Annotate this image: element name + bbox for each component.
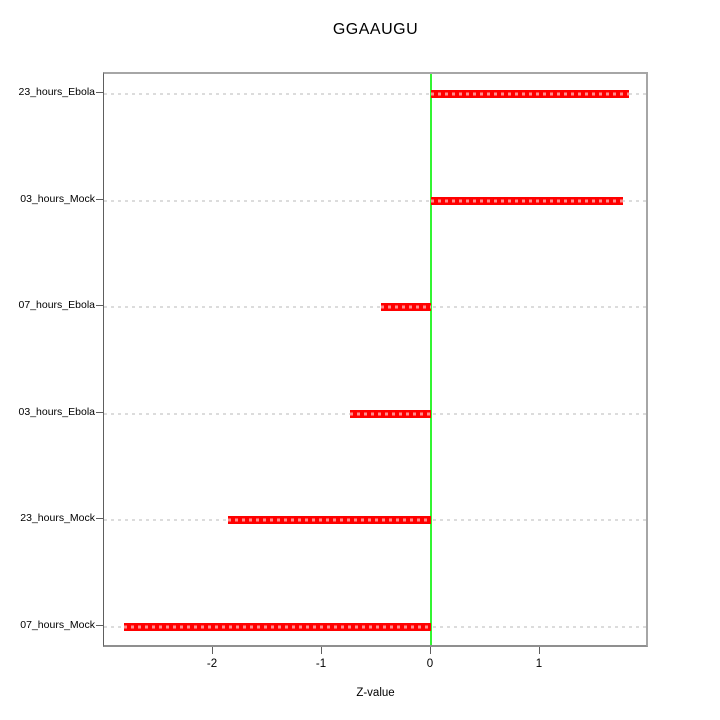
bar-dotted-overlay: [431, 199, 623, 202]
bar-dotted-overlay: [431, 92, 630, 96]
x-axis-tick: [538, 647, 540, 654]
x-axis-tick: [429, 647, 431, 654]
bar-dotted-overlay: [350, 412, 431, 415]
x-axis-tick-label: -1: [315, 658, 327, 670]
y-axis-label: 23_hours_Ebola: [18, 86, 95, 98]
bar-07_hours_Ebola: [380, 303, 431, 311]
y-axis-tick: [96, 305, 103, 306]
y-axis-tick: [96, 198, 103, 200]
y-axis-tick: [96, 624, 103, 626]
bar-07_hours_Mock: [123, 622, 431, 631]
gridline: [104, 199, 646, 202]
plot-area: [103, 72, 648, 647]
y-axis-label: 07_hours_Mock: [20, 618, 95, 631]
y-axis-tick: [96, 411, 103, 413]
bar-dotted-overlay: [380, 305, 431, 309]
zero-value-line: [430, 74, 432, 645]
y-axis-label: 23_hours_Mock: [20, 512, 95, 524]
bar-23_hours_Ebola: [431, 90, 630, 98]
x-axis-tick-label: 1: [535, 658, 543, 670]
x-axis-tick: [320, 647, 322, 654]
x-axis-title: Z-value: [356, 687, 395, 699]
gridline: [104, 306, 646, 308]
x-axis-tick-label: 0: [426, 658, 434, 670]
y-axis-tick: [96, 518, 103, 519]
y-axis-label: 07_hours_Ebola: [18, 299, 95, 311]
gridline: [104, 93, 646, 95]
x-axis-tick: [211, 647, 213, 654]
chart-title: GGAAUGU: [332, 21, 419, 38]
bar-03_hours_Mock: [431, 196, 623, 205]
bar-dotted-overlay: [123, 625, 431, 628]
x-axis-tick-label: -2: [206, 658, 218, 670]
y-axis-label: 03_hours_Mock: [20, 192, 95, 205]
bar-23_hours_Mock: [228, 516, 431, 524]
bar-03_hours_Ebola: [350, 409, 431, 418]
y-axis-tick: [96, 92, 103, 93]
y-axis-label: 03_hours_Ebola: [18, 405, 95, 418]
bar-dotted-overlay: [228, 518, 431, 522]
